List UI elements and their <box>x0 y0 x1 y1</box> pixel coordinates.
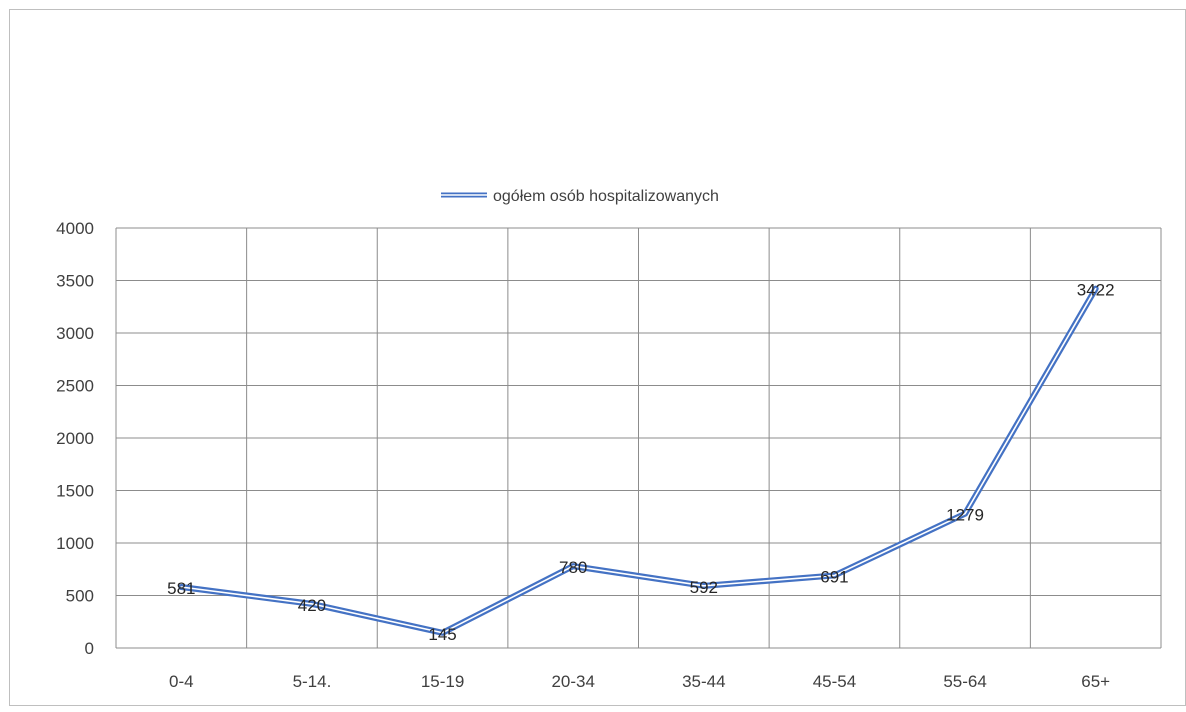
y-tick-label: 2500 <box>56 377 94 396</box>
y-tick-label: 1000 <box>56 534 94 553</box>
x-tick-label: 55-64 <box>943 672 986 691</box>
data-label: 691 <box>820 567 848 586</box>
data-labels: 581 420 145 780 592 691 1279 3422 <box>167 281 1114 644</box>
y-tick-label: 1500 <box>56 482 94 501</box>
y-tick-label: 2000 <box>56 429 94 448</box>
legend: ogółem osób hospitalizowanych <box>441 188 719 205</box>
x-tick-label: 0-4 <box>169 672 194 691</box>
y-axis: 0 500 1000 1500 2000 2500 3000 3500 4000 <box>56 219 94 658</box>
y-tick-label: 500 <box>66 587 94 606</box>
x-tick-label: 35-44 <box>682 672 725 691</box>
x-tick-label: 15-19 <box>421 672 464 691</box>
data-label: 592 <box>690 578 718 597</box>
data-label: 780 <box>559 558 587 577</box>
chart-border <box>9 9 1186 706</box>
series-layer <box>178 285 1099 636</box>
x-axis: 0-4 5-14. 15-19 20-34 35-44 45-54 55-64 65+ <box>169 672 1110 691</box>
y-tick-label: 4000 <box>56 219 94 238</box>
y-tick-label: 3500 <box>56 272 94 291</box>
legend-label: ogółem osób hospitalizowanych <box>493 188 719 205</box>
x-tick-label: 45-54 <box>813 672 856 691</box>
x-tick-label: 65+ <box>1081 672 1110 691</box>
series-line-inner <box>180 287 1097 634</box>
data-label: 1279 <box>946 506 984 525</box>
x-tick-label: 20-34 <box>551 672 594 691</box>
y-tick-label: 0 <box>85 639 94 658</box>
data-label: 420 <box>298 596 326 615</box>
y-tick-label: 3000 <box>56 324 94 343</box>
x-tick-label: 5-14. <box>293 672 332 691</box>
data-label: 145 <box>428 625 456 644</box>
data-label: 3422 <box>1077 281 1115 300</box>
data-label: 581 <box>167 579 195 598</box>
